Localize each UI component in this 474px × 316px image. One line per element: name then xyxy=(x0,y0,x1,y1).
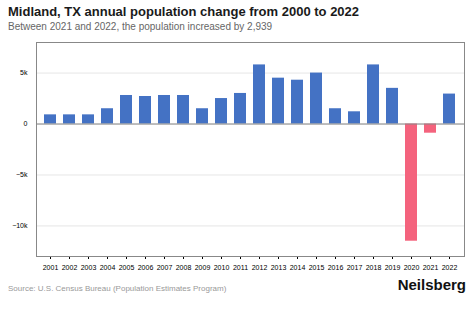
svg-text:2003: 2003 xyxy=(81,264,97,271)
svg-text:2016: 2016 xyxy=(328,264,344,271)
svg-text:−10k: −10k xyxy=(12,222,28,229)
svg-text:2002: 2002 xyxy=(62,264,78,271)
svg-text:2014: 2014 xyxy=(290,264,306,271)
svg-text:5k: 5k xyxy=(20,69,28,76)
svg-text:2007: 2007 xyxy=(157,264,173,271)
svg-text:2022: 2022 xyxy=(442,264,458,271)
svg-text:2021: 2021 xyxy=(423,264,439,271)
svg-text:2008: 2008 xyxy=(176,264,192,271)
svg-text:2012: 2012 xyxy=(252,264,268,271)
svg-text:2009: 2009 xyxy=(195,264,211,271)
svg-text:2019: 2019 xyxy=(385,264,401,271)
svg-text:2020: 2020 xyxy=(404,264,420,271)
html-text:Neilsberg: Neilsberg xyxy=(397,276,466,293)
svg-text:−5k: −5k xyxy=(16,171,28,178)
svg-text:2010: 2010 xyxy=(214,264,230,271)
svg-text:2015: 2015 xyxy=(309,264,325,271)
html-text:Between 2021 and 2022, the pop: Between 2021 and 2022, the population in… xyxy=(8,21,273,32)
svg-text:2013: 2013 xyxy=(271,264,287,271)
svg-text:2018: 2018 xyxy=(366,264,382,271)
svg-text:0: 0 xyxy=(24,120,28,127)
html-text:Source: U.S. Census Bureau (Po: Source: U.S. Census Bureau (Population E… xyxy=(8,284,227,293)
svg-text:2017: 2017 xyxy=(347,264,363,271)
svg-text:2011: 2011 xyxy=(233,264,248,271)
svg-text:2006: 2006 xyxy=(138,264,154,271)
svg-text:2001: 2001 xyxy=(43,264,59,271)
html-text:Midland, TX annual population: Midland, TX annual population change fro… xyxy=(8,4,360,19)
svg-text:2005: 2005 xyxy=(119,264,135,271)
svg-text:2004: 2004 xyxy=(100,264,116,271)
